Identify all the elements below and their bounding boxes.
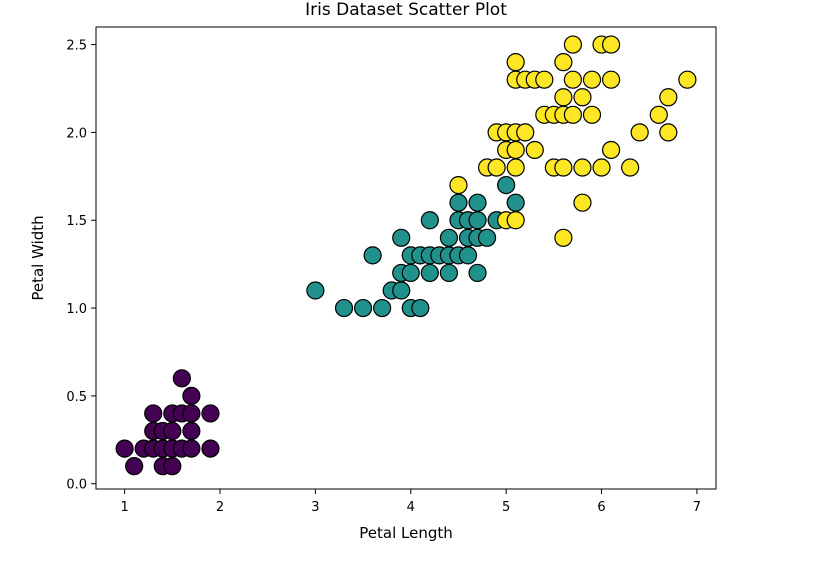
scatter-point [535, 70, 554, 89]
scatter-point [487, 158, 506, 177]
scatter-point [182, 421, 201, 441]
scatter-point [601, 140, 621, 160]
y-tick-label: 1.0 [66, 302, 87, 317]
scatter-point [477, 228, 497, 247]
scatter-point [601, 70, 621, 89]
scatter-point [458, 246, 478, 265]
scatter-point [420, 211, 439, 230]
scatter-point [163, 421, 182, 441]
y-tick-label: 2.5 [66, 39, 87, 54]
scatter-point [563, 35, 583, 54]
scatter-point [525, 140, 544, 160]
scatter-point [563, 105, 583, 124]
scatter-point [115, 439, 134, 458]
scatter-point [659, 88, 678, 107]
scatter-point [573, 88, 592, 107]
scatter-point [449, 193, 468, 212]
scatter-point [506, 193, 525, 212]
scatter-point [678, 70, 697, 89]
x-tick-label: 7 [693, 500, 701, 515]
x-axis-label: Petal Length [359, 524, 453, 542]
scatter-point [163, 457, 182, 476]
y-axis-label: Petal Width [29, 215, 47, 300]
scatter-point [582, 105, 602, 124]
scatter-point [182, 386, 201, 405]
scatter-point [506, 140, 525, 160]
x-tick-label: 4 [407, 500, 415, 515]
scatter-point [468, 211, 487, 230]
x-tick-label: 3 [311, 500, 319, 515]
y-tick-label: 1.5 [66, 214, 87, 229]
points-layer [115, 35, 697, 476]
scatter-point [630, 123, 649, 142]
scatter-point [516, 123, 535, 142]
scatter-point [392, 281, 411, 300]
scatter-point [439, 263, 459, 283]
scatter-point [201, 439, 220, 458]
scatter-point [573, 158, 592, 177]
scatter-point [659, 123, 678, 142]
scatter-point [468, 193, 487, 212]
scatter-point [182, 404, 201, 423]
scatter-point [306, 281, 325, 300]
y-tick-label: 2.0 [66, 126, 87, 141]
scatter-point [554, 88, 573, 107]
scatter-point [449, 176, 468, 195]
x-tick-label: 2 [216, 500, 224, 515]
scatter-point [592, 158, 611, 177]
scatter-point [334, 298, 354, 318]
y-tick-label: 0.0 [66, 478, 87, 493]
scatter-point [497, 176, 516, 195]
scatter-point [439, 228, 459, 247]
scatter-point [573, 193, 592, 212]
scatter-point [554, 53, 573, 72]
scatter-point [182, 439, 201, 458]
y-axis-ticks: 0.0 0.5 1.0 1.5 2.0 2.5 [66, 39, 96, 493]
scatter-point [172, 369, 191, 388]
x-tick-label: 1 [120, 500, 128, 515]
scatter-point [554, 228, 573, 247]
scatter-point [468, 263, 487, 283]
x-tick-label: 6 [597, 500, 605, 515]
scatter-point [563, 70, 583, 89]
scatter-point [420, 263, 439, 283]
scatter-point [392, 228, 411, 247]
scatter-point [363, 246, 382, 265]
plot-area-frame [95, 26, 717, 490]
scatter-point [506, 211, 525, 230]
scatter-point [373, 298, 392, 318]
y-tick-label: 0.5 [66, 390, 87, 405]
scatter-point [353, 298, 373, 318]
scatter-point [506, 158, 525, 177]
scatter-point [401, 263, 420, 283]
scatter-point [411, 298, 430, 318]
scatter-point [582, 70, 602, 89]
x-tick-label: 5 [502, 500, 510, 515]
scatter-point [601, 35, 621, 54]
scatter-point [506, 53, 525, 72]
scatter-point [201, 404, 220, 423]
scatter-point [554, 158, 573, 177]
x-axis-ticks: 1 2 3 4 5 6 7 [120, 489, 701, 515]
scatter-point [125, 457, 144, 476]
chart-title: Iris Dataset Scatter Plot [305, 0, 507, 20]
scatter-point [144, 404, 163, 423]
scatter-point [649, 105, 668, 124]
scatter-point [621, 158, 640, 177]
